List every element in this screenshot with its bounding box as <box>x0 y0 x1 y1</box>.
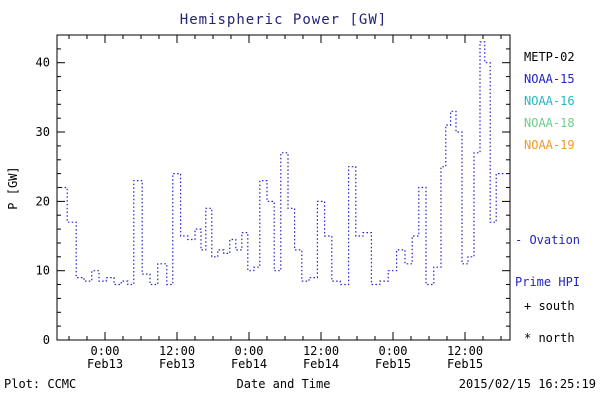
x-tick-date-label: Feb14 <box>231 357 267 371</box>
x-tick-time-label: 0:00 <box>235 344 264 358</box>
y-tick-label: 20 <box>36 194 50 208</box>
y-tick-label: 40 <box>36 56 50 70</box>
x-tick-time-label: 12:00 <box>447 344 483 358</box>
axes-frame <box>56 34 511 341</box>
x-tick-time-label: 12:00 <box>159 344 195 358</box>
ovation-note: - Ovation Prime HPI <box>515 205 580 317</box>
x-tick-date-label: Feb13 <box>87 357 123 371</box>
ovation-note-line1: - Ovation <box>515 233 581 247</box>
south-marker-label: + south <box>524 299 575 313</box>
legend-item-metp-02: METP-02 <box>524 50 575 64</box>
ovation-note-line2: Prime HPI <box>515 275 581 289</box>
x-tick-date-label: Feb15 <box>375 357 411 371</box>
x-tick-date-label: Feb15 <box>447 357 483 371</box>
plot-credit: Plot: CCMC <box>4 377 77 391</box>
chart-title: Hemispheric Power [GW] <box>179 12 388 28</box>
x-tick-time-label: 0:00 <box>91 344 120 358</box>
x-tick-date-label: Feb14 <box>303 357 339 371</box>
x-tick-time-label: 12:00 <box>303 344 339 358</box>
hpi-step-line <box>57 41 504 286</box>
x-axis-label: Date and Time <box>236 377 331 391</box>
satellite-legend: METP-02 NOAA-15 NOAA-16 NOAA-18 NOAA-19 <box>524 46 575 156</box>
x-tick-time-label: 0:00 <box>379 344 408 358</box>
plot-timestamp: 2015/02/15 16:25:19 <box>458 377 596 391</box>
legend-item-noaa-18: NOAA-18 <box>524 116 575 130</box>
legend-item-noaa-16: NOAA-16 <box>524 94 575 108</box>
x-tick-date-label: Feb13 <box>159 357 195 371</box>
y-tick-label: 30 <box>36 125 50 139</box>
north-marker-label: * north <box>524 331 575 345</box>
legend-item-noaa-19: NOAA-19 <box>524 138 575 152</box>
y-tick-label: 10 <box>36 264 50 278</box>
y-tick-label: 0 <box>43 333 50 347</box>
legend-item-noaa-15: NOAA-15 <box>524 72 575 86</box>
